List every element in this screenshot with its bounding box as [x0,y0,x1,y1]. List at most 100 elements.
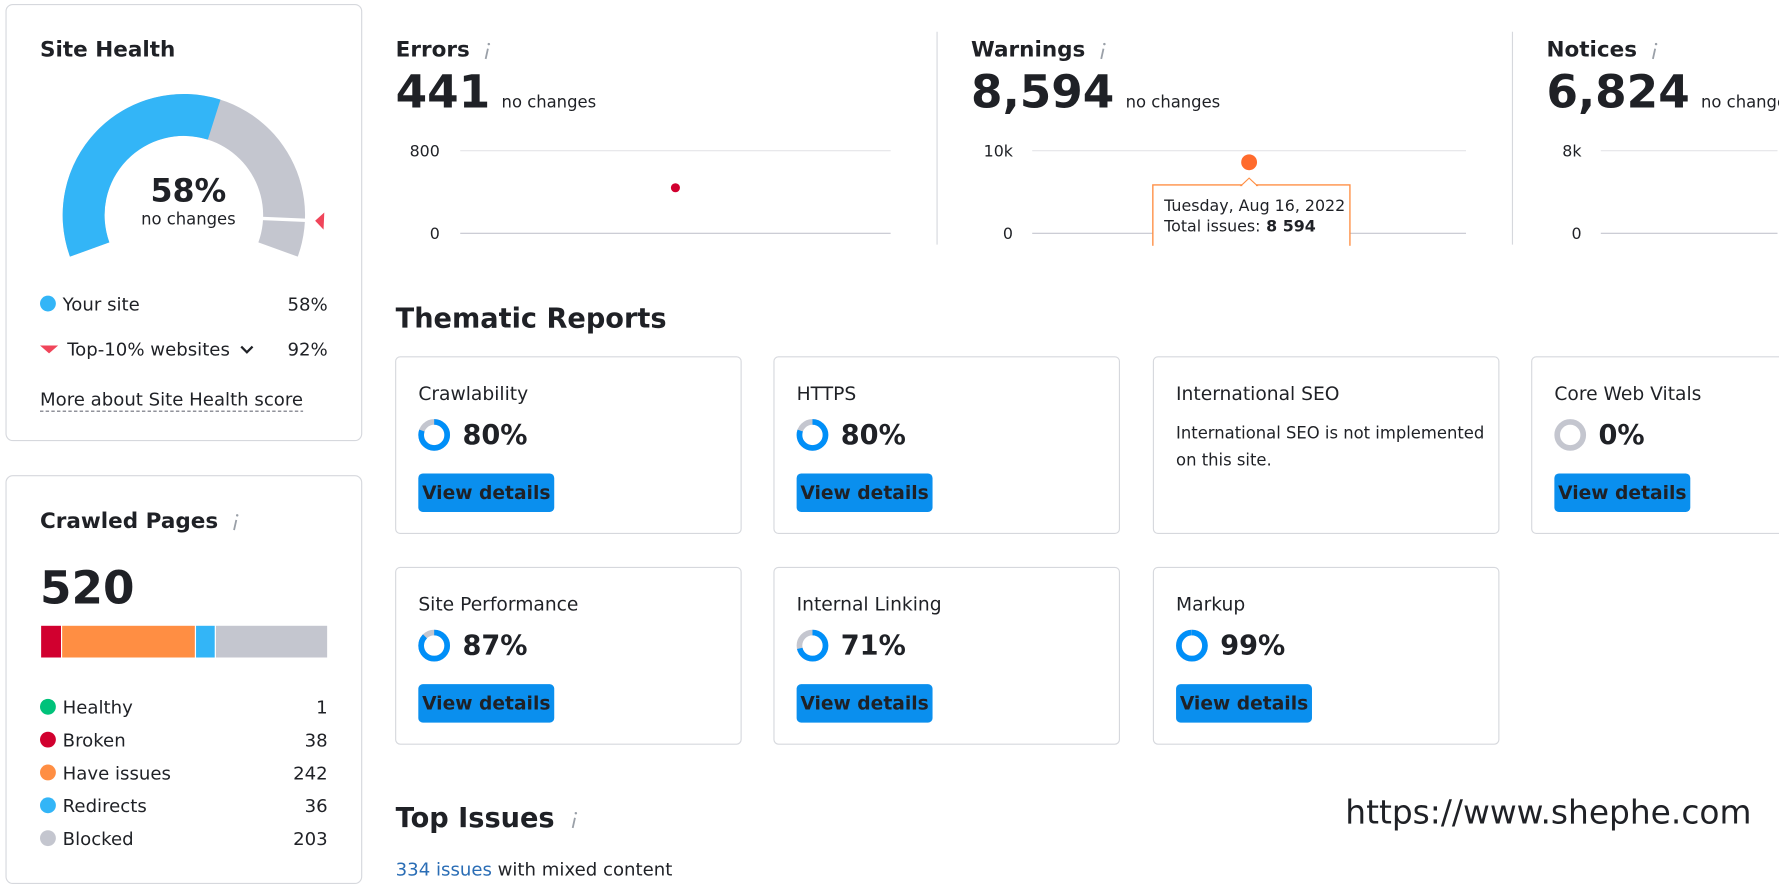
legend-count: 36 [305,796,328,817]
counter-status: no changes [1126,93,1221,112]
button-label[interactable]: View details [422,694,550,715]
report-score: 80% [462,420,527,451]
y-tick-label: 0 [1003,224,1013,243]
view-details-button[interactable] [796,473,933,512]
gauge-score: 58% [150,174,226,210]
legend-marker [40,345,59,354]
info-icon-dot [1654,42,1658,46]
button-label[interactable]: View details [800,483,928,504]
issue-link[interactable]: 334 issues [396,860,492,881]
view-details-button[interactable] [418,473,555,512]
info-icon [1100,48,1105,60]
more-link[interactable]: More about Site Health score [40,389,303,410]
view-details-button[interactable] [796,684,933,723]
legend-count: 1 [316,698,328,719]
score-ring-value [796,419,829,451]
view-details-button[interactable] [1554,473,1691,512]
y-tick-label: 10k [984,141,1014,160]
section-title: Thematic Reports [396,303,667,334]
total-pages: 520 [40,562,135,615]
report-name: International SEO [1176,384,1339,405]
gauge-value [62,94,221,257]
counter-status: no changes [502,93,597,112]
report-score: 0% [1599,420,1645,451]
info-icon-dot [487,42,491,46]
data-point [670,183,680,193]
section-title: Top Issues [396,803,555,834]
score-ring-value [1176,629,1208,662]
legend-label: Redirects [63,796,147,817]
report-name: Markup [1176,594,1245,615]
tooltip-date: Tuesday, Aug 16, 2022 [1163,196,1345,215]
tooltip-label: Total issues: [1163,216,1260,235]
issue-text: with mixed content [498,860,673,881]
report-name: Internal Linking [797,594,942,615]
view-details-button[interactable] [1176,684,1312,723]
info-icon [233,519,238,531]
legend-label: Broken [63,730,126,751]
score-ring-value [418,419,451,451]
button-label[interactable]: View details [422,483,550,504]
counter-value: 441 [396,66,491,119]
info-icon [1652,48,1657,60]
report-name: Site Performance [418,594,578,615]
chart-clip [375,245,1779,280]
report-name: Crawlability [418,384,528,405]
legend-dot [40,797,56,814]
report-score: 71% [841,631,906,662]
stacked-bar-segment [39,624,63,659]
legend-dot [40,295,56,312]
report-score: 99% [1220,631,1285,662]
watermark: https://www.shephe.com [1345,793,1751,831]
legend-dot [40,764,56,781]
tooltip-value: 8 594 [1266,216,1316,235]
report-score: 87% [462,631,527,662]
legend-value: 92% [287,340,327,361]
report-description: on this site. [1176,451,1272,470]
view-details-button[interactable] [418,684,555,723]
gauge-status: no changes [141,209,236,228]
y-tick-label: 8k [1562,141,1582,160]
site-health-card [5,3,363,442]
info-icon-dot [1103,42,1106,46]
button-label[interactable]: View details [1180,694,1308,715]
card-title: Site Health [40,38,175,63]
score-ring-track [1554,419,1587,451]
gauge-benchmark-line [261,216,307,223]
legend-label: Blocked [63,829,134,850]
button-label[interactable]: View details [1558,483,1686,504]
report-name: Core Web Vitals [1554,384,1701,405]
info-icon [571,817,576,829]
counter-status: no changes [1701,93,1779,112]
crawled-pages-card [5,475,363,885]
stacked-bar-segment [61,624,197,659]
legend-count: 242 [293,763,328,784]
dropdown-chevron[interactable] [240,345,254,354]
legend-value: 58% [287,294,327,315]
y-tick-label: 0 [430,224,440,243]
button-label[interactable]: View details [800,694,928,715]
gauge-benchmark-marker [315,212,325,230]
legend-label: Your site [62,294,140,315]
info-icon-dot [235,514,239,517]
stacked-bar-segment [214,624,329,659]
legend-dot [40,698,56,715]
counter-value: 6,824 [1546,66,1689,119]
counter-title: Warnings [971,38,1085,63]
report-name: HTTPS [797,384,857,405]
issue-row: 334 issues with mixed content [396,860,673,881]
legend-label: Healthy [63,698,133,719]
info-icon [484,48,489,60]
counter-title: Notices [1546,38,1637,63]
stacked-bar-segment [194,624,216,659]
legend-count: 203 [293,829,328,850]
y-tick-label: 0 [1571,224,1581,243]
score-ring-value [418,629,451,662]
tooltip-total: Total issues: 8 594 [1163,216,1316,235]
report-score: 80% [841,420,906,451]
legend-label: Top-10% websites [66,340,230,361]
tooltip-pointer [1239,177,1259,187]
score-ring-value [796,629,829,662]
info-icon-dot [574,811,578,815]
